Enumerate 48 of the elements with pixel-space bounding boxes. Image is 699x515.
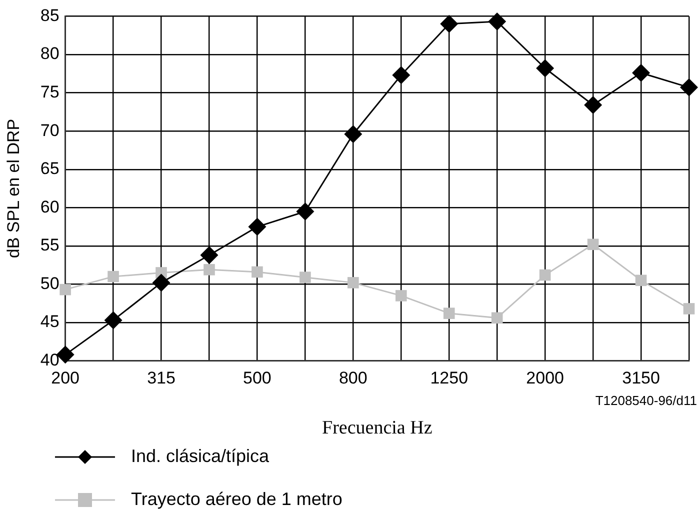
y-tick-label: 45: [40, 312, 60, 332]
y-tick-label: 70: [40, 120, 60, 140]
point: [152, 274, 170, 292]
legend-label: Trayecto aéreo de 1 metro: [131, 489, 342, 510]
point: [632, 64, 650, 82]
point: [443, 308, 455, 319]
y-tick-label: 50: [40, 274, 60, 293]
x-tick-label: 500: [243, 368, 272, 388]
x-tick-label: 1250: [430, 368, 468, 388]
legend-label: Ind. clásica/típica: [131, 446, 270, 467]
x-tick-label: 3150: [622, 368, 660, 388]
y-tick-label: 75: [40, 82, 60, 102]
point: [536, 59, 554, 78]
y-tick-label: 85: [40, 6, 60, 25]
point: [204, 264, 215, 276]
point: [587, 238, 599, 250]
point: [683, 303, 695, 314]
point: [440, 14, 458, 33]
y-tick-label: 80: [40, 44, 60, 64]
x-tick-label: 200: [51, 368, 80, 388]
text: T1208540-96/d11: [595, 392, 697, 408]
y-tick-label: 55: [40, 236, 60, 255]
x-tick-label: 315: [147, 368, 176, 388]
point: [200, 246, 218, 264]
point: [252, 266, 263, 278]
point: [248, 218, 266, 236]
y-tick-label: 40: [40, 350, 60, 370]
point: [296, 202, 314, 220]
point: [539, 269, 551, 281]
y-tick-label: 65: [40, 159, 60, 178]
point: [491, 312, 503, 324]
point: [488, 12, 506, 31]
point: [395, 290, 407, 302]
point: [635, 274, 647, 286]
point: [300, 272, 311, 283]
point: [344, 125, 362, 144]
x-tick-label: 800: [338, 368, 368, 388]
point: [680, 78, 698, 96]
point: [104, 311, 122, 330]
point: [584, 96, 602, 114]
point: [60, 284, 71, 296]
x-tick-label: 2000: [526, 368, 564, 388]
y-tick-label: 60: [40, 197, 60, 216]
y-axis-title: dB SPL en el DRP: [4, 118, 23, 258]
x-axis-title: Frecuencia Hz: [322, 418, 432, 439]
point: [392, 66, 410, 84]
point: [348, 277, 359, 288]
point: [108, 270, 119, 282]
